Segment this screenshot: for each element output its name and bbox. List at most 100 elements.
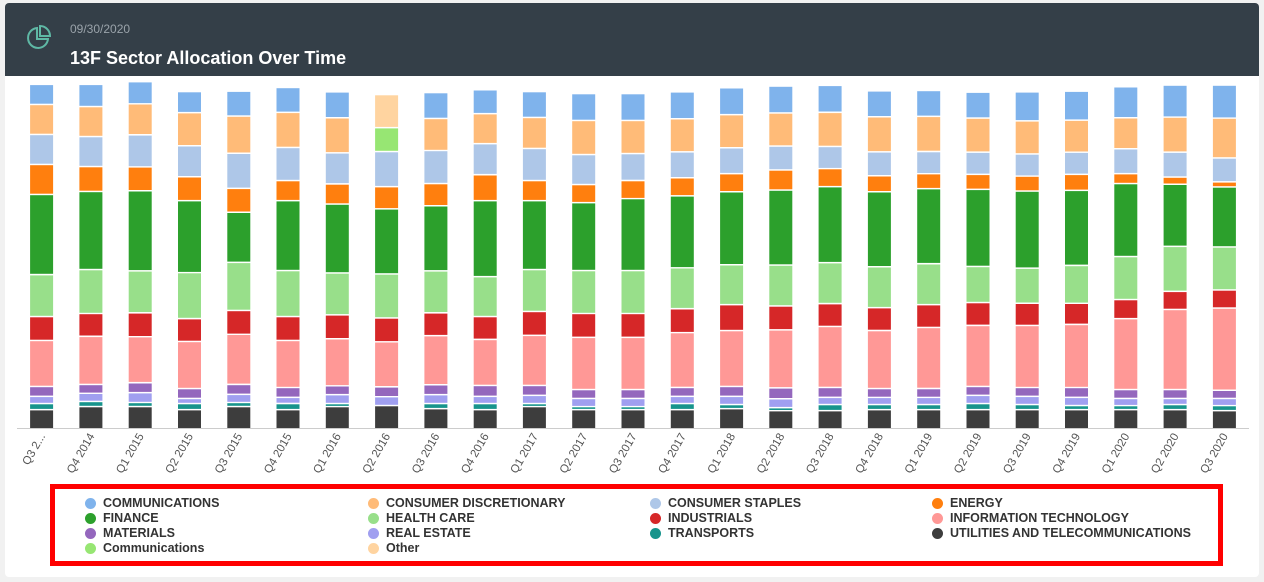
bar-segment[interactable] [1015,121,1039,154]
bar-segment[interactable] [818,411,842,428]
bar-segment[interactable] [818,327,842,387]
bar-segment[interactable] [1114,406,1138,409]
bar-segment[interactable] [1015,176,1039,191]
bar-segment[interactable] [1212,290,1236,308]
bar-segment[interactable] [30,387,54,396]
bar-segment[interactable] [79,394,103,401]
bar-segment[interactable] [917,328,941,388]
bar-segment[interactable] [769,170,793,190]
bar-segment[interactable] [375,274,399,318]
bar-segment[interactable] [227,403,251,406]
bar-segment[interactable] [1163,310,1187,389]
bar-segment[interactable] [1114,174,1138,183]
bar-segment[interactable] [424,409,448,428]
bar-segment[interactable] [670,397,694,403]
bar-segment[interactable] [227,154,251,188]
bar-segment[interactable] [79,85,103,106]
bar-segment[interactable] [1163,247,1187,291]
bar-segment[interactable] [966,92,990,118]
bar-segment[interactable] [375,209,399,274]
bar-segment[interactable] [670,404,694,409]
bar-segment[interactable] [867,267,891,307]
bar-segment[interactable] [227,407,251,428]
bar-segment[interactable] [1015,397,1039,404]
bar-segment[interactable] [572,185,596,202]
bar-segment[interactable] [966,326,990,386]
bar-stack[interactable] [424,93,448,428]
bar-stack[interactable] [128,82,152,428]
bar-segment[interactable] [1015,388,1039,396]
bar-segment[interactable] [227,335,251,384]
bar-segment[interactable] [375,318,399,342]
bar-segment[interactable] [276,181,300,200]
bar-segment[interactable] [325,386,349,394]
bar-segment[interactable] [30,275,54,316]
bar-segment[interactable] [473,397,497,403]
bar-segment[interactable] [1065,388,1088,397]
bar-segment[interactable] [1212,118,1236,158]
bar-segment[interactable] [30,165,54,194]
bar-segment[interactable] [522,270,546,311]
bar-segment[interactable] [424,119,448,150]
bar-segment[interactable] [1212,247,1236,290]
bar-segment[interactable] [621,271,645,313]
bar-segment[interactable] [178,177,201,200]
bar-segment[interactable] [227,116,251,153]
bar-stack[interactable] [720,88,744,429]
bar-segment[interactable] [473,175,497,200]
bar-stack[interactable] [1114,87,1138,429]
bar-segment[interactable] [670,119,694,152]
bar-stack[interactable] [769,86,793,428]
bar-segment[interactable] [79,270,103,313]
bar-segment[interactable] [473,114,497,143]
bar-segment[interactable] [375,397,399,405]
bar-segment[interactable] [1212,308,1236,390]
bar-segment[interactable] [30,397,54,403]
bar-segment[interactable] [1163,85,1187,117]
bar-segment[interactable] [720,331,744,386]
bar-segment[interactable] [1163,390,1187,398]
bar-stack[interactable] [917,91,941,428]
bar-segment[interactable] [79,167,103,191]
bar-segment[interactable] [325,315,349,338]
bar-segment[interactable] [572,399,596,406]
bar-segment[interactable] [867,192,891,267]
bar-segment[interactable] [522,118,546,148]
bar-segment[interactable] [572,314,596,337]
bar-segment[interactable] [1114,300,1138,318]
bar-stack[interactable] [227,91,251,428]
bar-segment[interactable] [867,91,891,116]
bar-segment[interactable] [1114,319,1138,389]
bar-stack[interactable] [867,91,891,428]
bar-segment[interactable] [818,113,842,146]
bar-segment[interactable] [30,404,54,409]
bar-segment[interactable] [720,387,744,396]
bar-segment[interactable] [276,341,300,387]
bar-stack[interactable] [276,88,300,428]
bar-segment[interactable] [424,404,448,408]
bar-segment[interactable] [178,399,201,403]
bar-segment[interactable] [227,213,251,262]
bar-segment[interactable] [720,174,744,191]
bar-segment[interactable] [128,104,152,135]
bar-segment[interactable] [30,135,54,164]
bar-segment[interactable] [473,201,497,276]
bar-segment[interactable] [917,405,941,409]
bar-segment[interactable] [867,398,891,404]
bar-segment[interactable] [572,203,596,270]
bar-segment[interactable] [917,398,941,404]
bar-segment[interactable] [276,271,300,316]
bar-segment[interactable] [424,271,448,312]
bar-segment[interactable] [720,115,744,147]
bar-segment[interactable] [572,94,596,120]
bar-segment[interactable] [325,404,349,406]
bar-segment[interactable] [473,404,497,409]
bar-segment[interactable] [621,407,645,409]
bar-segment[interactable] [128,271,152,312]
bar-segment[interactable] [424,206,448,271]
bar-segment[interactable] [572,338,596,389]
bar-segment[interactable] [128,337,152,382]
bar-segment[interactable] [128,82,152,104]
bar-segment[interactable] [1212,187,1236,247]
bar-stack[interactable] [79,85,103,428]
